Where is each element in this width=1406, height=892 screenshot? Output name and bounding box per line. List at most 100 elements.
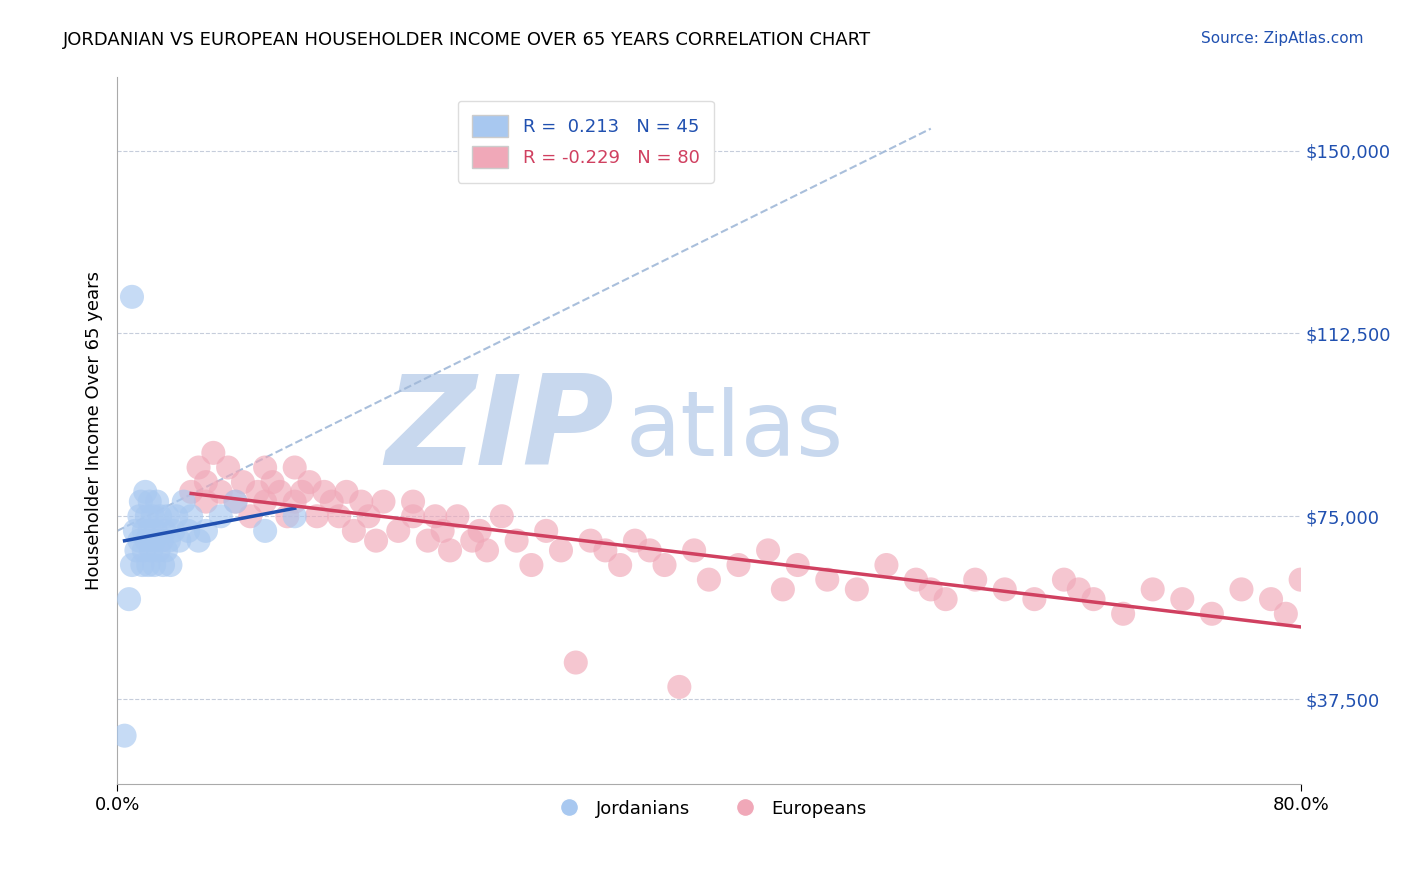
Point xyxy=(136,558,159,572)
Point xyxy=(595,543,617,558)
Point xyxy=(432,524,454,538)
Point xyxy=(638,543,661,558)
Point xyxy=(129,494,152,508)
Text: JORDANIAN VS EUROPEAN HOUSEHOLDER INCOME OVER 65 YEARS CORRELATION CHART: JORDANIAN VS EUROPEAN HOUSEHOLDER INCOME… xyxy=(63,31,872,49)
Point xyxy=(520,558,543,572)
Point xyxy=(1201,607,1223,621)
Point xyxy=(1260,592,1282,607)
Point xyxy=(935,592,957,607)
Point xyxy=(1053,573,1076,587)
Point xyxy=(1142,582,1164,597)
Point xyxy=(550,543,572,558)
Point xyxy=(350,494,373,508)
Point xyxy=(162,524,184,538)
Point xyxy=(668,680,690,694)
Point xyxy=(155,543,177,558)
Point xyxy=(177,524,200,538)
Point xyxy=(180,484,202,499)
Point xyxy=(402,494,425,508)
Point xyxy=(697,573,720,587)
Point xyxy=(239,509,262,524)
Point xyxy=(373,494,395,508)
Point xyxy=(217,460,239,475)
Point xyxy=(786,558,808,572)
Point xyxy=(180,509,202,524)
Point xyxy=(143,558,166,572)
Point xyxy=(328,509,350,524)
Point xyxy=(145,524,167,538)
Point xyxy=(875,558,897,572)
Point xyxy=(269,484,291,499)
Point xyxy=(262,475,284,490)
Point xyxy=(132,524,155,538)
Point xyxy=(254,524,277,538)
Point xyxy=(905,573,928,587)
Point xyxy=(845,582,868,597)
Point xyxy=(756,543,779,558)
Point xyxy=(134,484,156,499)
Point xyxy=(138,494,160,508)
Point xyxy=(402,509,425,524)
Point xyxy=(225,494,247,508)
Point xyxy=(364,533,387,548)
Point xyxy=(815,573,838,587)
Point xyxy=(202,446,225,460)
Point xyxy=(118,592,141,607)
Point xyxy=(194,494,217,508)
Point xyxy=(343,524,366,538)
Point xyxy=(194,524,217,538)
Point xyxy=(1067,582,1090,597)
Point xyxy=(146,494,169,508)
Point xyxy=(121,290,143,304)
Point xyxy=(335,484,357,499)
Point xyxy=(727,558,749,572)
Point xyxy=(534,524,557,538)
Point xyxy=(284,460,307,475)
Point xyxy=(994,582,1017,597)
Point xyxy=(254,460,277,475)
Point xyxy=(157,533,180,548)
Point xyxy=(475,543,498,558)
Point xyxy=(156,509,179,524)
Point xyxy=(187,460,209,475)
Point xyxy=(314,484,336,499)
Point xyxy=(148,543,170,558)
Point xyxy=(131,558,153,572)
Point xyxy=(920,582,942,597)
Point xyxy=(128,509,150,524)
Point xyxy=(1230,582,1253,597)
Point xyxy=(153,524,176,538)
Point xyxy=(150,533,173,548)
Point xyxy=(387,524,409,538)
Point xyxy=(624,533,647,548)
Point xyxy=(291,484,314,499)
Point xyxy=(141,543,163,558)
Point xyxy=(1083,592,1105,607)
Point xyxy=(965,573,987,587)
Text: Source: ZipAtlas.com: Source: ZipAtlas.com xyxy=(1201,31,1364,46)
Point xyxy=(173,494,195,508)
Point xyxy=(149,509,172,524)
Point xyxy=(772,582,794,597)
Point xyxy=(114,729,136,743)
Point xyxy=(654,558,676,572)
Point xyxy=(683,543,706,558)
Point xyxy=(254,494,277,508)
Point xyxy=(565,656,588,670)
Point xyxy=(357,509,380,524)
Point xyxy=(135,533,157,548)
Point xyxy=(416,533,439,548)
Point xyxy=(143,533,166,548)
Y-axis label: Householder Income Over 65 years: Householder Income Over 65 years xyxy=(86,271,103,591)
Point xyxy=(298,475,321,490)
Point xyxy=(1171,592,1194,607)
Point xyxy=(321,494,343,508)
Point xyxy=(125,543,148,558)
Point xyxy=(138,524,160,538)
Point xyxy=(209,509,232,524)
Point xyxy=(439,543,461,558)
Point xyxy=(276,509,298,524)
Point xyxy=(579,533,602,548)
Point xyxy=(284,509,307,524)
Point xyxy=(305,509,328,524)
